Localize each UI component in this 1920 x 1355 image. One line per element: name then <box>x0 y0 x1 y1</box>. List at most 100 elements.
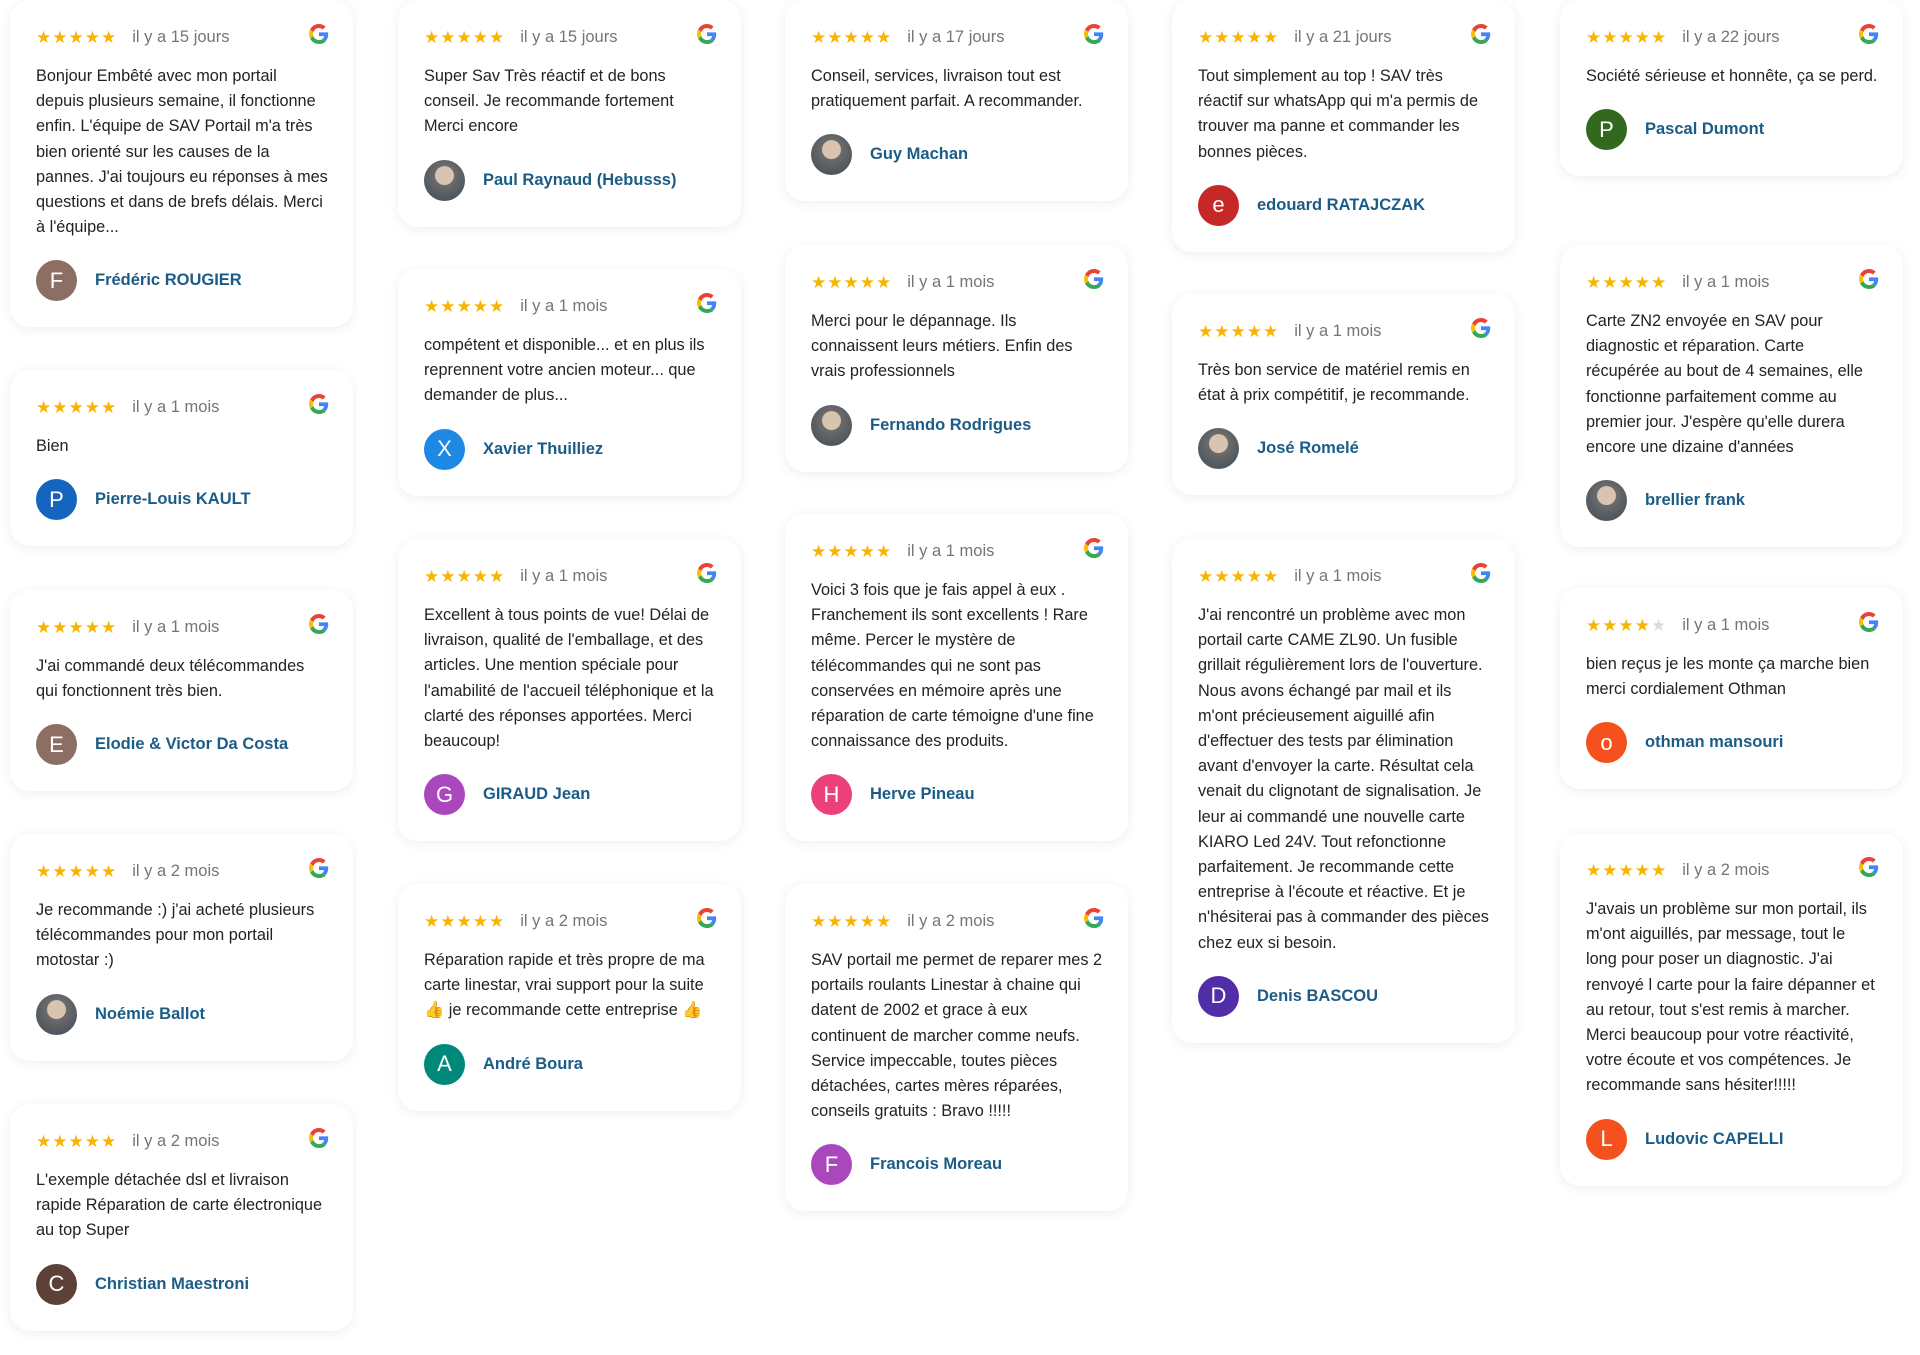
review-author[interactable]: X Xavier Thuilliez <box>424 428 717 470</box>
review-text: Conseil, services, livraison tout est pr… <box>811 67 1083 111</box>
author-name[interactable]: Pierre-Louis KAULT <box>95 490 251 509</box>
review-author[interactable]: José Romelé <box>1198 428 1491 470</box>
review-text: Réparation rapide et très propre de ma c… <box>424 951 705 1020</box>
review-text: bien reçus je les monte ça marche bien m… <box>1586 655 1870 699</box>
author-name[interactable]: Francois Moreau <box>870 1155 1003 1174</box>
avatar-initial: H <box>823 781 840 807</box>
author-name[interactable]: Christian Maestroni <box>95 1274 250 1293</box>
star-icon: ★ <box>1586 615 1602 635</box>
google-icon <box>1859 269 1879 289</box>
review-date: il y a 1 mois <box>907 272 995 291</box>
avatar[interactable]: P <box>36 479 77 521</box>
star-rating: ★ ★ ★ ★ ★ <box>1586 617 1666 634</box>
avatar[interactable]: D <box>1198 975 1239 1017</box>
avatar[interactable] <box>36 993 77 1035</box>
review-author[interactable]: Noémie Ballot <box>36 993 329 1035</box>
star-rating: ★ ★ ★ ★ ★ <box>424 298 504 315</box>
star-icon: ★ <box>843 541 859 561</box>
avatar[interactable]: X <box>424 428 465 470</box>
review-text: Merci pour le dépannage. Ils connaissent… <box>811 312 1073 381</box>
avatar[interactable]: P <box>1586 109 1627 151</box>
author-name[interactable]: Elodie & Victor Da Costa <box>95 735 289 754</box>
author-name[interactable]: Ludovic CAPELLI <box>1645 1129 1784 1148</box>
author-name[interactable]: brellier frank <box>1645 491 1745 510</box>
review-author[interactable]: P Pierre-Louis KAULT <box>36 479 329 521</box>
review-author[interactable]: P Pascal Dumont <box>1586 109 1879 151</box>
star-icon: ★ <box>472 27 488 47</box>
review-author[interactable]: F Frédéric ROUGIER <box>36 260 329 302</box>
review-author[interactable]: Guy Machan <box>811 134 1104 176</box>
star-icon: ★ <box>1230 27 1246 47</box>
avatar[interactable]: H <box>811 774 852 816</box>
avatar[interactable]: C <box>36 1263 77 1305</box>
star-icon: ★ <box>84 27 100 47</box>
review-card: ★ ★ ★ ★ ★ il y a 15 jours Super Sav Très réa… <box>398 0 741 227</box>
avatar[interactable]: e <box>1198 184 1239 226</box>
review-author[interactable]: Fernando Rodrigues <box>811 404 1104 446</box>
review-author[interactable]: L Ludovic CAPELLI <box>1586 1118 1879 1160</box>
star-icon: ★ <box>472 911 488 931</box>
author-name[interactable]: José Romelé <box>1257 439 1359 458</box>
review-author[interactable]: Paul Raynaud (Hebusss) <box>424 159 717 201</box>
review-author[interactable]: F Francois Moreau <box>811 1144 1104 1186</box>
avatar[interactable]: F <box>36 260 77 302</box>
review-header: ★ ★ ★ ★ ★ il y a 2 mois <box>1586 855 1879 885</box>
author-name[interactable]: Herve Pineau <box>870 785 975 804</box>
star-rating: ★ ★ ★ ★ ★ <box>811 274 891 291</box>
star-icon: ★ <box>1586 272 1602 292</box>
google-icon <box>697 563 717 583</box>
author-name[interactable]: edouard RATAJCZAK <box>1257 195 1426 214</box>
avatar[interactable]: o <box>1586 722 1627 764</box>
review-date: il y a 2 mois <box>520 911 608 930</box>
review-text: Voici 3 fois que je fais appel à eux . F… <box>811 581 1094 751</box>
avatar[interactable]: A <box>424 1043 465 1085</box>
review-author[interactable]: G GIRAUD Jean <box>424 774 717 816</box>
star-icon: ★ <box>101 27 117 47</box>
author-name[interactable]: Paul Raynaud (Hebusss) <box>483 170 677 189</box>
author-name[interactable]: Frédéric ROUGIER <box>95 271 242 290</box>
review-author[interactable]: H Herve Pineau <box>811 774 1104 816</box>
star-rating: ★ ★ ★ ★ ★ <box>811 543 891 560</box>
review-author[interactable]: brellier frank <box>1586 480 1879 522</box>
avatar[interactable] <box>1198 428 1239 470</box>
author-name[interactable]: Denis BASCOU <box>1257 986 1379 1005</box>
author-name[interactable]: Noémie Ballot <box>95 1004 206 1023</box>
review-text: J'avais un problème sur mon portail, ils… <box>1586 900 1875 1095</box>
author-name[interactable]: GIRAUD Jean <box>483 785 591 804</box>
review-author[interactable]: A André Boura <box>424 1043 717 1085</box>
avatar[interactable]: L <box>1586 1118 1627 1160</box>
review-author[interactable]: C Christian Maestroni <box>36 1263 329 1305</box>
review-header: ★ ★ ★ ★ ★ il y a 2 mois <box>424 906 717 936</box>
avatar[interactable]: E <box>36 724 77 766</box>
review-date: il y a 21 jours <box>1294 27 1392 46</box>
review-author[interactable]: e edouard RATAJCZAK <box>1198 184 1491 226</box>
avatar[interactable]: F <box>811 1144 852 1186</box>
google-icon <box>1859 857 1879 877</box>
review-text: Bien <box>36 437 69 455</box>
review-author[interactable]: D Denis BASCOU <box>1198 975 1491 1017</box>
author-name[interactable]: Pascal Dumont <box>1645 120 1765 139</box>
review-author[interactable]: E Elodie & Victor Da Costa <box>36 724 329 766</box>
author-name[interactable]: Xavier Thuilliez <box>483 439 604 458</box>
review-author[interactable]: o othman mansouri <box>1586 722 1879 764</box>
avatar[interactable] <box>811 134 852 176</box>
review-date: il y a 2 mois <box>132 861 220 880</box>
review-card: ★ ★ ★ ★ ★ il y a 2 mois L'exemple détachée d… <box>10 1104 353 1331</box>
avatar-initial: D <box>1210 983 1227 1009</box>
star-icon: ★ <box>36 617 52 637</box>
star-icon: ★ <box>1602 27 1618 47</box>
star-icon: ★ <box>1214 27 1230 47</box>
avatar[interactable] <box>424 159 465 201</box>
avatar[interactable] <box>811 404 852 446</box>
author-name[interactable]: Fernando Rodrigues <box>870 415 1032 434</box>
avatar[interactable]: G <box>424 774 465 816</box>
avatar-initial: L <box>1600 1126 1613 1152</box>
star-icon: ★ <box>84 1131 100 1151</box>
review-header: ★ ★ ★ ★ ★ il y a 15 jours <box>424 22 717 52</box>
author-name[interactable]: othman mansouri <box>1645 733 1784 752</box>
avatar[interactable] <box>1586 480 1627 522</box>
author-name[interactable]: André Boura <box>483 1054 583 1073</box>
avatar-initial: P <box>1599 116 1614 142</box>
star-icon: ★ <box>1634 27 1650 47</box>
author-name[interactable]: Guy Machan <box>870 145 969 164</box>
